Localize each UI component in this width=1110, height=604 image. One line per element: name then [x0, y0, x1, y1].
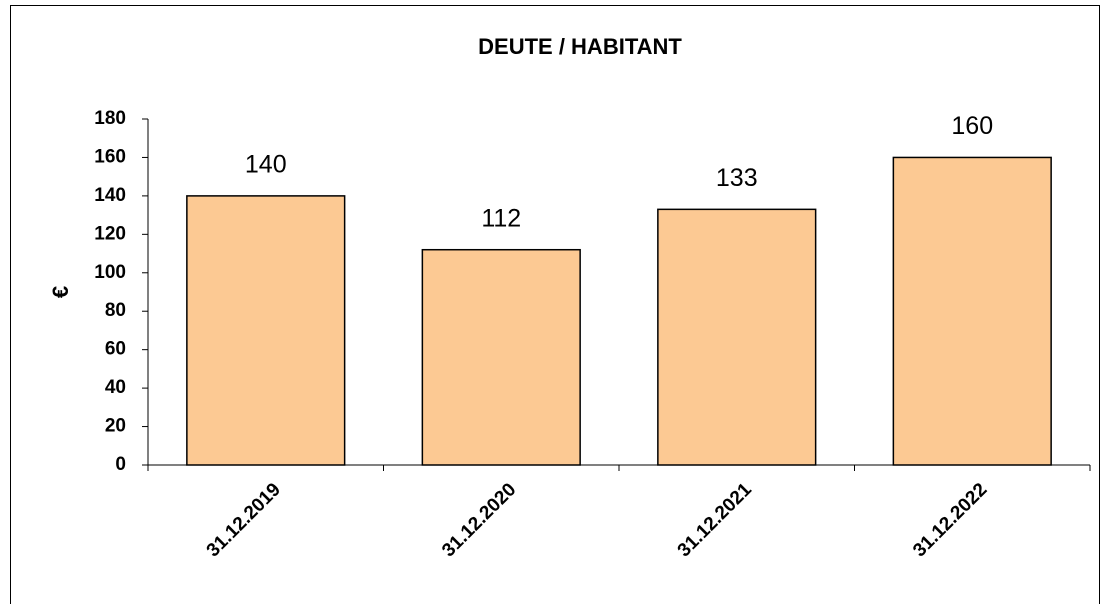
- chart-title: DEUTE / HABITANT: [478, 34, 682, 59]
- y-tick-label: 180: [94, 108, 126, 129]
- bar: [892, 156, 1052, 466]
- bar: [421, 248, 581, 466]
- y-tick-label: 140: [94, 185, 126, 206]
- bar: [657, 208, 817, 466]
- value-label: 160: [951, 112, 993, 140]
- y-tick-label: 40: [105, 377, 126, 398]
- bar: [186, 195, 346, 466]
- y-tick-label: 60: [105, 339, 126, 360]
- y-axis-label: €: [48, 286, 73, 298]
- y-tick-label: 20: [105, 416, 126, 437]
- y-tick-label: 0: [115, 454, 126, 475]
- y-tick-label: 80: [105, 300, 126, 321]
- value-label: 112: [481, 204, 521, 232]
- value-label: 140: [245, 150, 287, 178]
- value-label: 133: [716, 164, 758, 192]
- y-tick-label: 100: [94, 262, 126, 283]
- y-tick-label: 120: [94, 223, 126, 244]
- y-tick-label: 160: [94, 146, 126, 167]
